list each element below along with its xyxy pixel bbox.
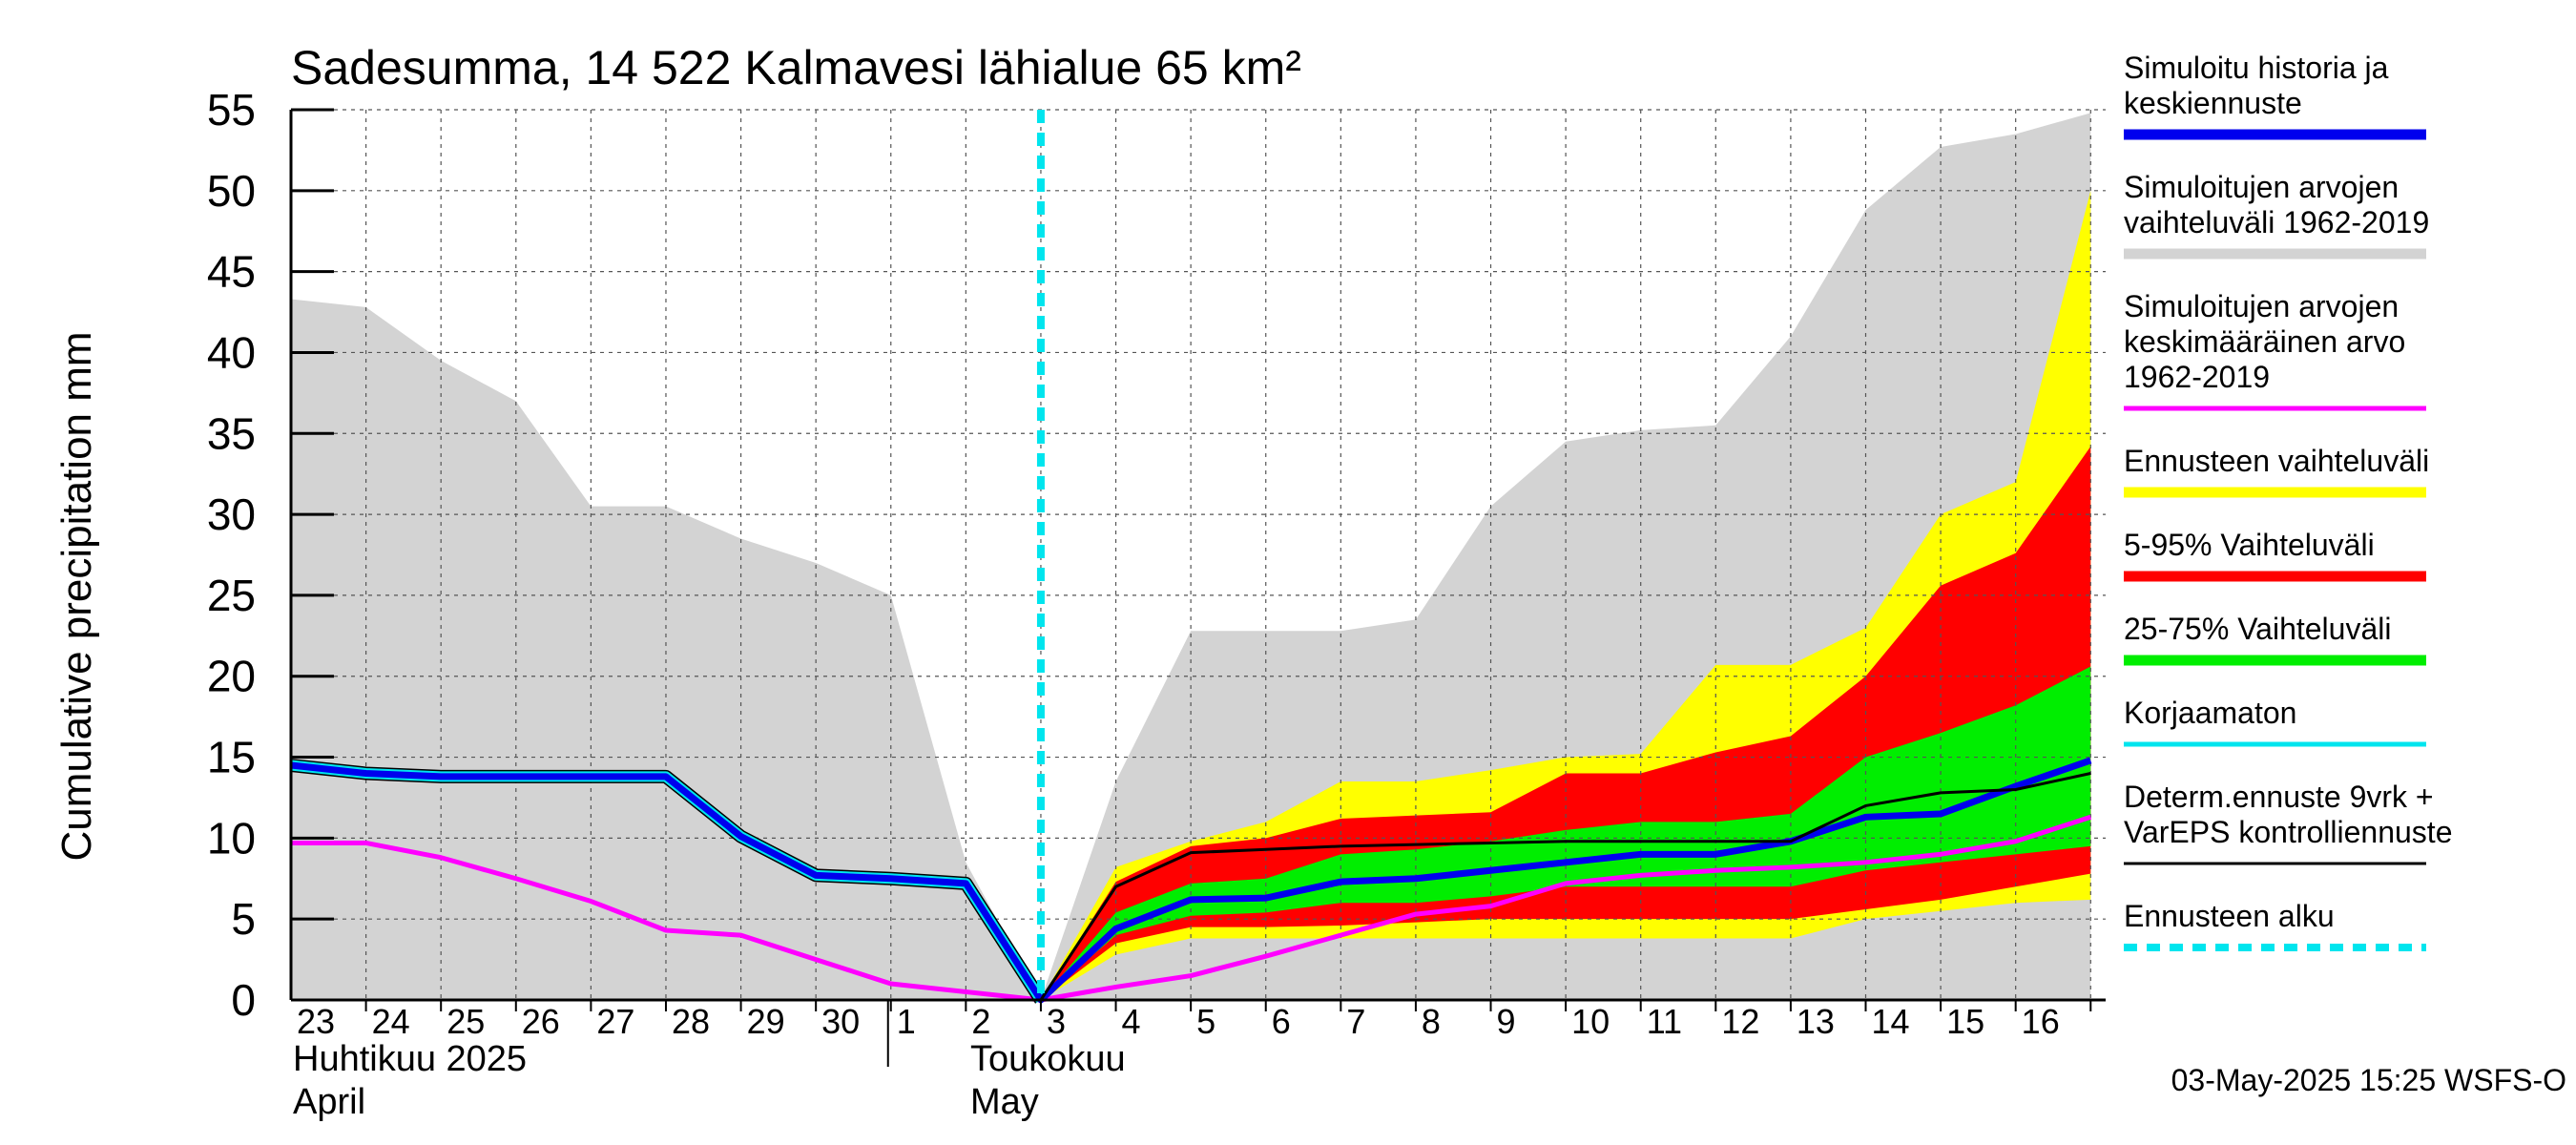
- y-tick-label-10: 10: [207, 813, 256, 863]
- x-tick-label-28: 28: [672, 1002, 710, 1041]
- legend-item-4: Ennusteen vaihteluväli: [2124, 444, 2429, 498]
- month-label-may-fi: Toukokuu: [970, 1039, 1126, 1079]
- x-tick-label-2: 2: [971, 1002, 990, 1041]
- x-tick-label-10: 10: [1571, 1002, 1610, 1041]
- x-tick-label-1: 1: [897, 1002, 916, 1041]
- series-simuloitujen-arvojen-keskim-r-inen-arvo-1962-2019: [291, 814, 2092, 1003]
- y-tick-label-55: 55: [207, 85, 256, 135]
- y-tick-label-50: 50: [207, 166, 256, 216]
- x-tick-label-24: 24: [372, 1002, 410, 1041]
- y-tick-label-20: 20: [207, 652, 256, 701]
- legend-label-1-1: Simuloitu historia ja: [2124, 51, 2389, 85]
- legend-item-5: 5-95% Vaihteluväli: [2124, 528, 2426, 582]
- x-tick-label-12: 12: [1721, 1002, 1759, 1041]
- legend: Simuloitu historia jakeskiennusteSimuloi…: [2124, 51, 2452, 951]
- x-tick-label-26: 26: [522, 1002, 560, 1041]
- x-tick-label-25: 25: [447, 1002, 485, 1041]
- x-tick-label-6: 6: [1272, 1002, 1291, 1041]
- x-tick-label-27: 27: [596, 1002, 634, 1041]
- y-tick-label-35: 35: [207, 408, 256, 458]
- x-tick-label-30: 30: [821, 1002, 860, 1041]
- x-tick-label-15: 15: [1946, 1002, 1984, 1041]
- x-tick-label-5: 5: [1196, 1002, 1215, 1041]
- y-tick-label-5: 5: [231, 894, 256, 944]
- x-tick-label-9: 9: [1497, 1002, 1516, 1041]
- legend-item-7: Korjaamaton: [2124, 696, 2426, 747]
- series-determ-ennuste-9vrk-vareps-kontrolliennuste: [1039, 772, 2091, 1001]
- legend-item-8: Determ.ennuste 9vrk +VarEPS kontrollienn…: [2124, 780, 2452, 865]
- lines-layer: [290, 110, 2092, 1004]
- legend-item-6: 25-75% Vaihteluväli: [2124, 612, 2426, 666]
- y-tick-label-40: 40: [207, 327, 256, 377]
- x-tick-label-13: 13: [1797, 1002, 1835, 1041]
- legend-label-1-2: keskiennuste: [2124, 86, 2302, 120]
- x-tick-label-16: 16: [2022, 1002, 2060, 1041]
- legend-label-5-1: 5-95% Vaihteluväli: [2124, 528, 2375, 562]
- legend-label-4-1: Ennusteen vaihteluväli: [2124, 444, 2429, 478]
- x-tick-label-7: 7: [1346, 1002, 1365, 1041]
- y-tick-label-30: 30: [207, 489, 256, 539]
- month-label-april-en: April: [293, 1082, 365, 1122]
- legend-label-9-1: Ennusteen alku: [2124, 899, 2335, 933]
- month-label-april-fi: Huhtikuu 2025: [293, 1039, 527, 1079]
- legend-label-8-1: Determ.ennuste 9vrk +: [2124, 780, 2434, 814]
- y-tick-label-25: 25: [207, 571, 256, 620]
- legend-label-2-2: vaihteluväli 1962-2019: [2124, 205, 2429, 239]
- legend-label-8-2: VarEPS kontrolliennuste: [2124, 815, 2452, 849]
- chart-title: Sadesumma, 14 522 Kalmavesi lähialue 65 …: [291, 41, 1301, 94]
- x-tick-label-3: 3: [1047, 1002, 1066, 1041]
- legend-item-9: Ennusteen alku: [2124, 899, 2426, 951]
- x-tick-label-23: 23: [297, 1002, 335, 1041]
- month-label-may-en: May: [970, 1082, 1039, 1122]
- x-tick-label-4: 4: [1122, 1002, 1141, 1041]
- legend-label-2-1: Simuloitujen arvojen: [2124, 170, 2399, 204]
- x-tick-label-14: 14: [1871, 1002, 1909, 1041]
- y-tick-label-15: 15: [207, 733, 256, 782]
- legend-label-3-2: keskimääräinen arvo: [2124, 324, 2405, 359]
- legend-label-6-1: 25-75% Vaihteluväli: [2124, 612, 2391, 646]
- x-tick-label-11: 11: [1647, 1002, 1682, 1041]
- y-axis-label: Cumulative precipitation mm: [53, 331, 100, 861]
- y-tick-label-0: 0: [231, 975, 256, 1025]
- x-tick-label-29: 29: [747, 1002, 785, 1041]
- y-tick-label-45: 45: [207, 247, 256, 297]
- legend-label-3-1: Simuloitujen arvojen: [2124, 289, 2399, 323]
- legend-label-7-1: Korjaamaton: [2124, 696, 2296, 730]
- timestamp-footer: 03-May-2025 15:25 WSFS-O: [2171, 1063, 2566, 1097]
- legend-label-3-3: 1962-2019: [2124, 360, 2270, 394]
- x-tick-label-8: 8: [1422, 1002, 1441, 1041]
